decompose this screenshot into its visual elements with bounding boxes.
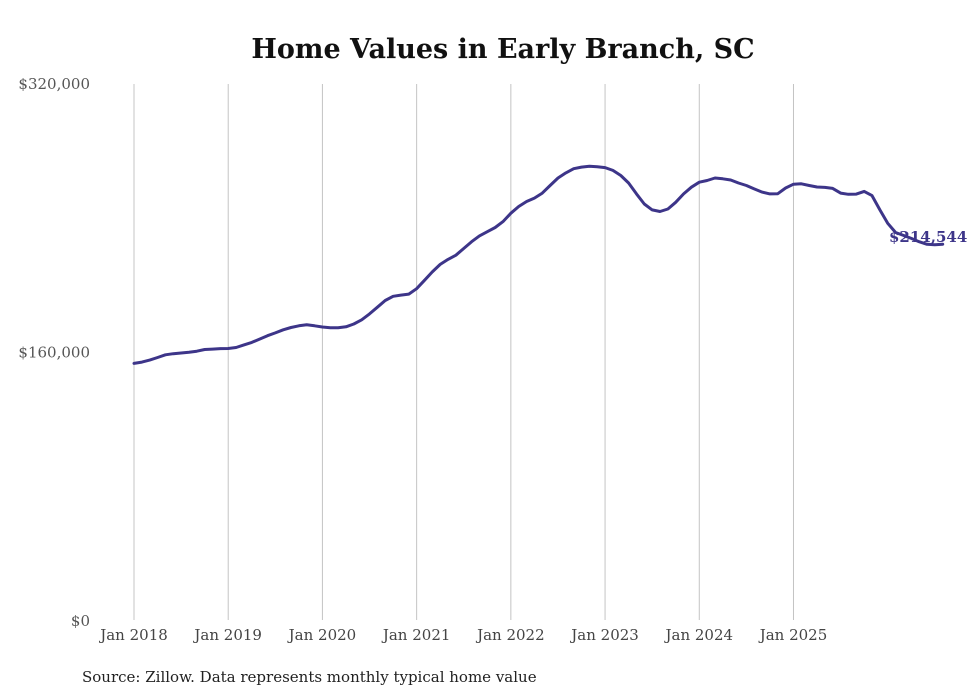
source-note: Source: Zillow. Data represents monthly … — [82, 668, 537, 686]
latest-value-label: $214,544 — [889, 228, 967, 246]
y-axis-ticks: $0 $160,000 $320,000 — [18, 75, 90, 630]
x-tick-label: Jan 2019 — [192, 626, 262, 644]
x-axis-ticks: Jan 2018 Jan 2019 Jan 2020 Jan 2021 Jan 2022… — [98, 626, 827, 644]
x-tick-label: Jan 2020 — [287, 626, 357, 644]
x-tick-label: Jan 2023 — [569, 626, 639, 644]
home-value-series-line — [132, 164, 945, 365]
y-tick-label: $160,000 — [18, 344, 90, 362]
y-tick-label: $320,000 — [18, 75, 90, 93]
y-tick-label: $0 — [71, 612, 90, 630]
chart-title: Home Values in Early Branch, SC — [251, 34, 754, 65]
vertical-gridlines — [133, 84, 794, 620]
x-tick-label: Jan 2018 — [98, 626, 168, 644]
x-tick-label: Jan 2025 — [758, 626, 828, 644]
x-tick-label: Jan 2024 — [663, 626, 733, 644]
x-tick-label: Jan 2022 — [475, 626, 545, 644]
x-tick-label: Jan 2021 — [381, 626, 451, 644]
